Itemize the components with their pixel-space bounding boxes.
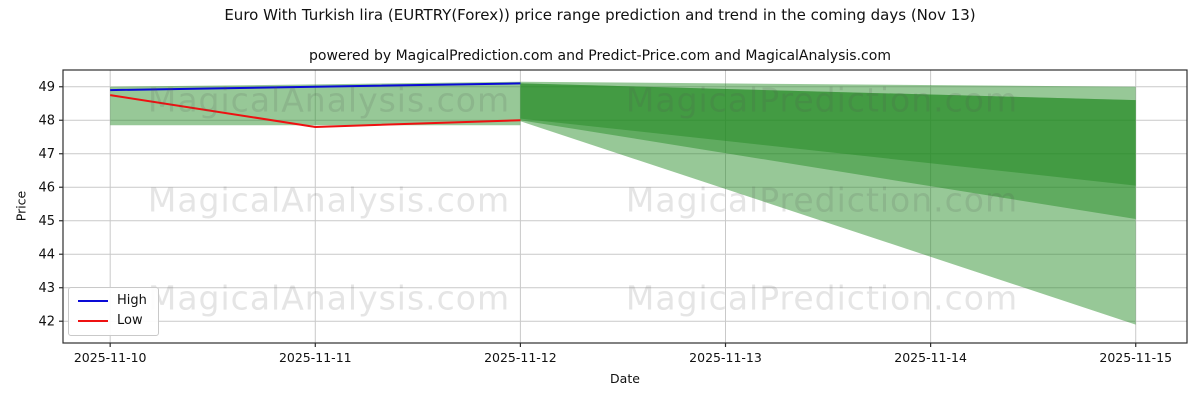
x-tick-label: 2025-11-12 xyxy=(484,350,557,365)
y-tick-label: 46 xyxy=(38,181,55,196)
x-axis-label: Date xyxy=(610,371,640,386)
legend-label: Low xyxy=(117,313,143,329)
legend-item-high: High xyxy=(78,293,147,308)
x-tick-label: 2025-11-13 xyxy=(689,350,762,365)
forecast-band xyxy=(520,81,1136,186)
plot-background xyxy=(63,70,1187,343)
x-tick-label: 2025-11-15 xyxy=(1099,350,1172,365)
forecast-band xyxy=(520,83,1136,220)
x-tick-label: 2025-11-14 xyxy=(894,350,967,365)
legend-label: High xyxy=(117,293,147,308)
y-tick-label: 47 xyxy=(38,147,55,162)
y-tick-label: 42 xyxy=(38,315,55,330)
forecast-band xyxy=(520,83,1136,325)
high-line xyxy=(110,82,521,92)
x-tick-label: 2025-11-11 xyxy=(279,350,352,365)
plot-border xyxy=(62,69,1188,344)
legend-item-low: Low xyxy=(78,313,147,329)
y-tick-label: 45 xyxy=(38,214,55,229)
legend: High Low xyxy=(68,287,159,336)
y-tick-label: 44 xyxy=(38,248,55,263)
y-tick-label: 43 xyxy=(38,281,55,296)
y-tick-label: 49 xyxy=(38,80,55,95)
y-tick-label: 48 xyxy=(38,114,55,129)
legend-swatch-low-line xyxy=(78,320,108,323)
page-title: Euro With Turkish lira (EURTRY(Forex)) p… xyxy=(224,6,976,24)
page-subtitle: powered by MagicalPrediction.com and Pre… xyxy=(309,48,891,64)
legend-swatch-high-line xyxy=(78,300,108,303)
x-tick-label: 2025-11-10 xyxy=(74,350,147,365)
history-band xyxy=(110,81,521,126)
low-line xyxy=(110,94,521,128)
